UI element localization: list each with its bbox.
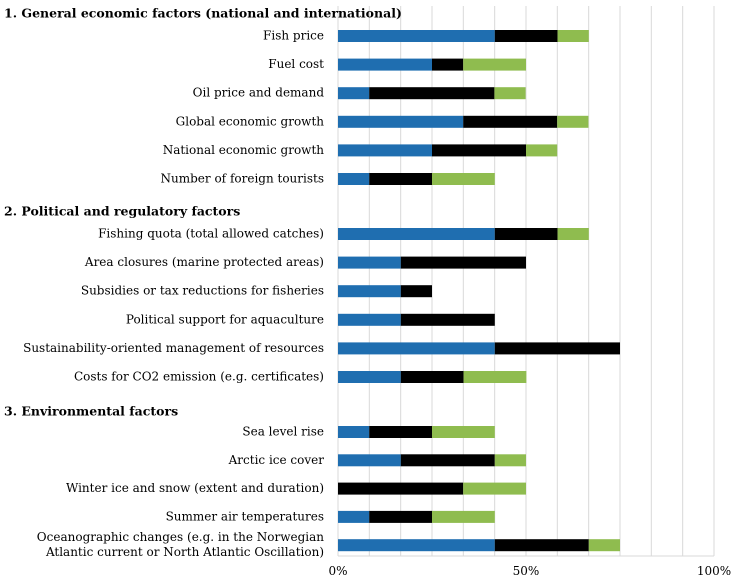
bar-segment-segment-1 xyxy=(338,58,432,71)
bar-segment-segment-3 xyxy=(432,173,495,185)
bar-segment-segment-2 xyxy=(432,144,526,157)
category-label: Sea level rise xyxy=(242,425,324,439)
category-label: Arctic ice cover xyxy=(228,453,325,467)
bar-segment-segment-1 xyxy=(338,510,370,523)
category-label: Atlantic current or North Atlantic Oscil… xyxy=(45,545,324,559)
bar-segment-segment-2 xyxy=(369,173,432,185)
category-label: Area closures (marine protected areas) xyxy=(84,255,324,269)
category-label: Political support for aquaculture xyxy=(126,312,324,326)
bar-segment-segment-1 xyxy=(338,228,495,240)
category-label: National economic growth xyxy=(163,143,325,157)
bar-segment-segment-1 xyxy=(338,144,432,157)
bar-segment-segment-3 xyxy=(432,426,495,438)
bar-segment-segment-1 xyxy=(338,454,401,467)
bar-segment-segment-1 xyxy=(338,173,370,185)
category-label: Fish price xyxy=(263,29,324,43)
section-header: 3. Environmental factors xyxy=(4,404,178,419)
bar-segment-segment-2 xyxy=(400,371,464,383)
category-label: Winter ice and snow (extent and duration… xyxy=(66,481,324,495)
category-label: Number of foreign tourists xyxy=(161,172,324,186)
x-tick-label: 100% xyxy=(697,564,731,578)
bar-segment-segment-2 xyxy=(463,115,558,128)
bar-segment-segment-3 xyxy=(557,30,589,42)
category-label: Fishing quota (total allowed catches) xyxy=(98,227,324,241)
bar-segment-segment-2 xyxy=(369,426,432,438)
category-label: Oceanographic changes (e.g. in the Norwe… xyxy=(37,530,324,544)
bar-segment-segment-3 xyxy=(463,371,527,383)
bar-segment-segment-2 xyxy=(494,539,589,552)
category-label: Global economic growth xyxy=(176,114,325,128)
bar-segment-segment-2 xyxy=(494,228,558,240)
bar-segment-segment-2 xyxy=(369,87,495,100)
labels: 0% 50% 100% 1. General economic factors (na… xyxy=(4,6,731,579)
bar-segment-segment-1 xyxy=(338,87,370,100)
bar-segment-segment-3 xyxy=(494,454,526,467)
bar-segment-segment-3 xyxy=(557,228,589,240)
section-header: 2. Political and regulatory factors xyxy=(4,204,240,219)
bar-segment-segment-2 xyxy=(400,454,495,467)
category-label: Fuel cost xyxy=(268,57,324,71)
x-tick-label: 0% xyxy=(328,564,347,578)
bar-segment-segment-1 xyxy=(338,256,401,269)
bar-segment-segment-2 xyxy=(369,510,432,523)
bar-segment-segment-2 xyxy=(400,256,526,269)
category-label: Summer air temperatures xyxy=(166,509,324,523)
bar-segment-segment-3 xyxy=(463,58,526,71)
category-label: Sustainability-oriented management of re… xyxy=(23,341,324,355)
bar-segment-segment-2 xyxy=(432,58,464,71)
section-header: 1. General economic factors (national an… xyxy=(4,6,402,21)
bar-segment-segment-1 xyxy=(338,115,464,128)
bar-segment-segment-1 xyxy=(338,539,495,552)
category-label: Subsidies or tax reductions for fisherie… xyxy=(81,284,324,298)
bar-segment-segment-3 xyxy=(432,510,495,523)
bar-segment-segment-3 xyxy=(526,144,558,157)
bar-segment-segment-3 xyxy=(463,482,526,495)
bar-segment-segment-2 xyxy=(494,342,620,355)
category-label: Oil price and demand xyxy=(193,86,325,100)
bar-segment-segment-1 xyxy=(338,426,370,438)
bar-segment-segment-1 xyxy=(338,371,401,383)
category-label: Costs for CO2 emission (e.g. certificate… xyxy=(74,370,324,384)
bar-segment-segment-2 xyxy=(400,313,495,326)
bar-segment-segment-2 xyxy=(494,30,558,42)
bar-segment-segment-3 xyxy=(588,539,620,552)
bar-segment-segment-1 xyxy=(338,313,401,326)
x-tick-label: 50% xyxy=(513,564,540,578)
bar-segment-segment-3 xyxy=(557,115,589,128)
bar-segment-segment-2 xyxy=(400,285,432,298)
bars xyxy=(338,30,620,552)
bar-segment-segment-1 xyxy=(338,285,401,298)
bar-segment-segment-1 xyxy=(338,342,495,355)
bar-segment-segment-3 xyxy=(494,87,526,100)
bar-segment-segment-1 xyxy=(338,30,495,42)
bar-segment-segment-2 xyxy=(338,482,464,495)
